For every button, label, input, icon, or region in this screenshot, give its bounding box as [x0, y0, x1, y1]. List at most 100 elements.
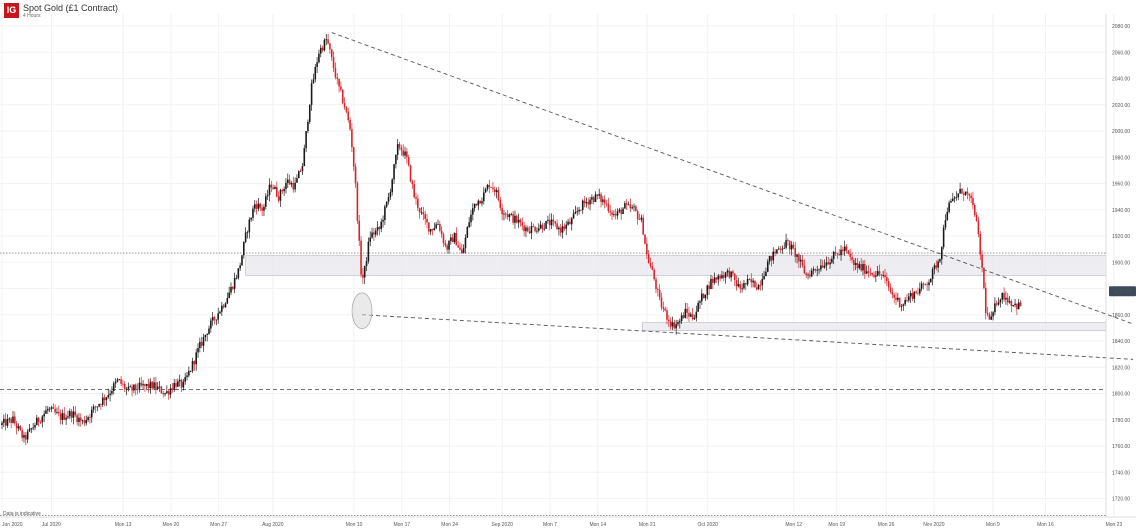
candle-body: [704, 295, 707, 299]
candle-body: [711, 278, 714, 283]
candle-body: [580, 209, 582, 211]
candle-body: [733, 273, 736, 281]
candle-body: [873, 274, 875, 277]
candle-body: [834, 251, 837, 254]
candle-body: [114, 381, 117, 384]
candle-body: [385, 201, 388, 207]
y-tick-label: 1900.00: [1112, 260, 1130, 266]
y-tick-label: 2000.00: [1112, 129, 1130, 135]
y-tick-label: 2020.00: [1112, 103, 1130, 109]
candle-body: [310, 83, 313, 105]
candle-body: [188, 371, 190, 376]
candle-body: [290, 182, 293, 185]
candle-body: [671, 322, 674, 327]
candle-body: [541, 224, 544, 230]
candle-body: [175, 383, 177, 387]
candle-body: [356, 183, 359, 221]
candle-body: [90, 409, 93, 418]
candle-body: [651, 266, 654, 270]
candle-body: [202, 336, 205, 346]
candle-body: [21, 429, 23, 438]
candle-body: [796, 254, 798, 257]
chart-header: IG Spot Gold (£1 Contract) 4 Hours: [4, 3, 118, 21]
candle-body: [684, 308, 687, 318]
candle-body: [391, 179, 394, 193]
candle-body: [552, 219, 555, 222]
candle-body: [43, 413, 45, 417]
candle-body: [649, 263, 652, 267]
candle-body: [979, 234, 982, 255]
candle-body: [673, 322, 676, 329]
candle-body: [57, 412, 60, 414]
candle-body: [420, 212, 423, 214]
candle-body: [805, 273, 808, 275]
candle-body: [369, 237, 372, 242]
y-tick-label: 1820.00: [1112, 365, 1130, 371]
candle-body: [929, 278, 932, 283]
y-tick-label: 2060.00: [1112, 50, 1130, 56]
candle-body: [352, 147, 355, 167]
candle-body: [17, 426, 20, 429]
candle-body: [96, 406, 99, 408]
candle-body: [920, 283, 923, 289]
candle-body: [268, 184, 271, 196]
candle-body: [642, 217, 644, 235]
candle-body: [63, 413, 66, 420]
candle-body: [578, 209, 580, 212]
x-tick-label: Mon 27: [210, 522, 227, 528]
x-tick-label: Mon 20: [163, 522, 180, 528]
candle-body: [103, 397, 106, 401]
candle-body: [616, 211, 619, 216]
candle-body: [265, 196, 267, 207]
highlight-ellipse: [351, 292, 373, 330]
candle-body: [360, 240, 362, 275]
candle-body: [281, 189, 284, 192]
x-tick-label: Jun 2020: [2, 522, 23, 528]
candle-body: [230, 286, 232, 293]
candle-body: [951, 198, 954, 202]
candle-body: [1016, 303, 1018, 310]
candle-body: [587, 202, 590, 205]
candle-body: [975, 215, 978, 221]
candle-body: [472, 208, 474, 215]
candle-body: [437, 224, 439, 225]
candle-body: [52, 407, 55, 409]
candle-body: [444, 243, 447, 246]
candle-body: [406, 151, 408, 158]
candle-body: [686, 308, 688, 313]
candle-body: [528, 231, 531, 234]
candle-body: [274, 186, 276, 189]
candle-body: [440, 230, 443, 235]
candle-body: [537, 228, 540, 231]
x-tick-label: Aug 2020: [262, 522, 284, 528]
candle-body: [955, 197, 958, 198]
candle-body: [241, 255, 243, 266]
candle-body: [257, 203, 260, 209]
candle-body: [526, 227, 529, 232]
candle-body: [933, 265, 936, 270]
candle-body: [510, 213, 513, 215]
candle-body: [543, 228, 546, 230]
candle-body: [944, 220, 947, 228]
candle-body: [481, 201, 483, 204]
candle-body: [867, 271, 870, 273]
candle-body: [772, 251, 775, 261]
candle-body: [810, 270, 813, 277]
candle-body: [701, 293, 703, 302]
candle-body: [246, 232, 249, 233]
candle-body: [851, 256, 853, 260]
candle-body: [303, 148, 306, 167]
candle-body: [417, 198, 419, 208]
candle-body: [503, 213, 505, 215]
candle-body: [400, 147, 403, 151]
candle-body: [189, 370, 192, 372]
candle-body: [539, 224, 542, 229]
candle-body: [530, 226, 533, 234]
candle-body: [426, 218, 428, 223]
candle-body: [120, 379, 122, 384]
candle-body: [191, 361, 194, 371]
x-tick-label: Mon 19: [828, 522, 845, 528]
candle-body: [351, 129, 353, 148]
candle-body: [581, 200, 584, 210]
